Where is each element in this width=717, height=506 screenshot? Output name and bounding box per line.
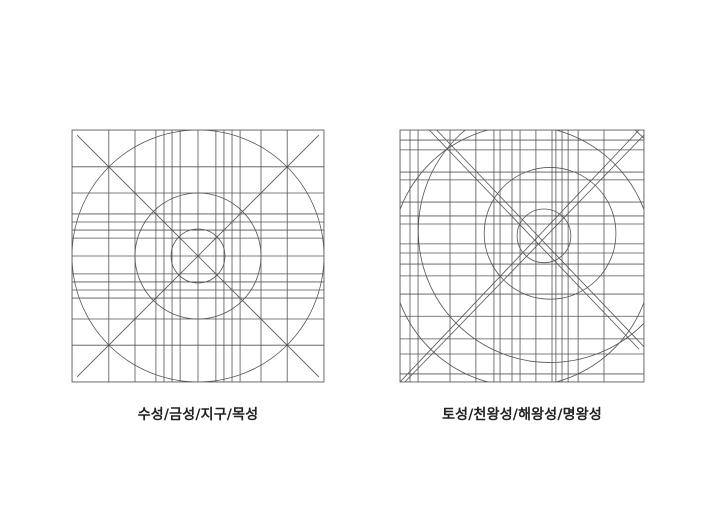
orbit-circle [483,167,617,300]
diagonal-line [400,130,640,382]
orbit-circle [400,130,644,382]
diagonal-line [428,130,640,350]
diagonal-line [76,134,320,378]
diagonal-line [436,130,644,347]
grid-diagram-left [71,129,325,383]
grid-diagram-right [399,129,645,383]
orbit-circle [134,192,262,320]
orbit-circle [516,208,572,264]
caption-right: 토성/천왕성/해왕성/명왕성 [442,407,602,423]
orbit-circle [170,228,226,284]
frame-border [71,129,325,383]
grid-diagram-left-svg [71,129,325,383]
frame-border [399,129,645,383]
diagonal-line [404,134,644,382]
grid-diagram-right-svg [399,129,645,383]
caption-left: 수성/금성/지구/목성 [137,407,259,423]
orbit-circle [417,130,644,363]
